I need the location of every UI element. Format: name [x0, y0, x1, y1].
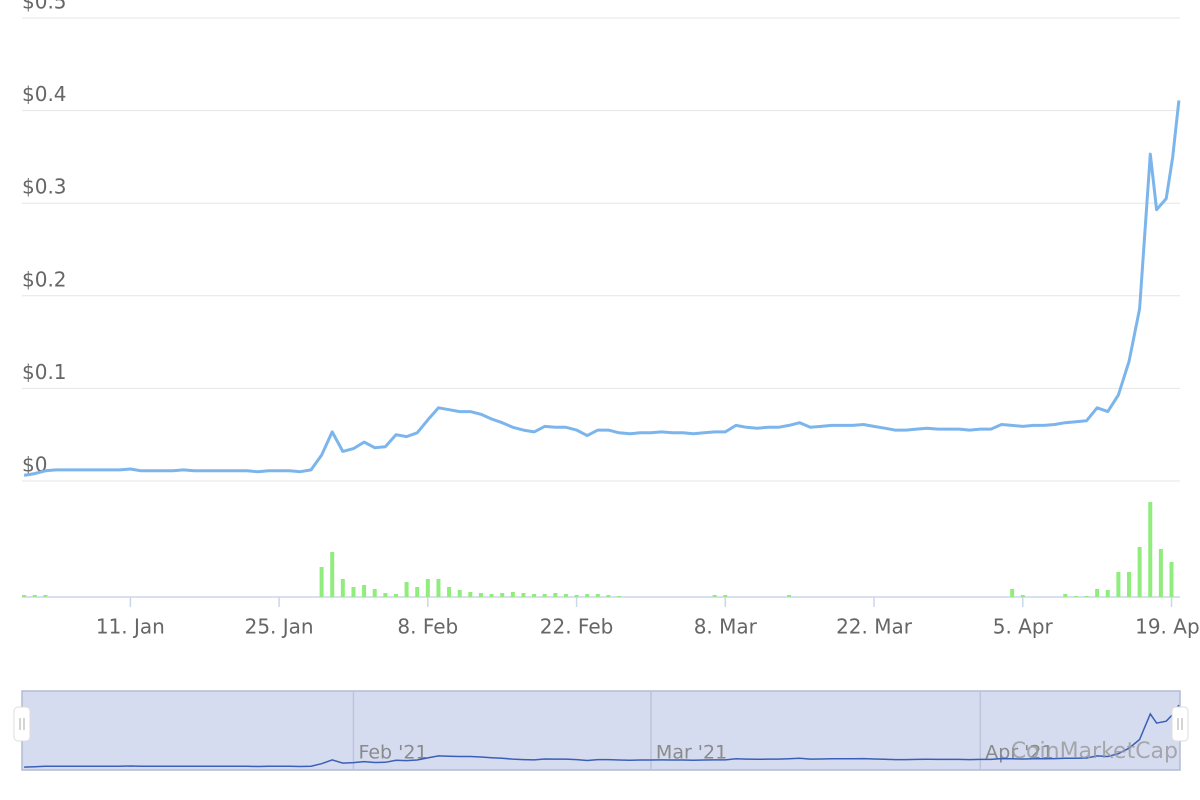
volume-bar	[563, 594, 568, 597]
navigator-line	[24, 704, 1180, 768]
navigator-window	[21, 690, 1181, 771]
volume-bar	[510, 592, 515, 597]
volume-bar	[404, 582, 409, 597]
y-tick-label: $0.3	[22, 175, 67, 199]
volume-bar	[478, 593, 483, 597]
volume-bar	[1010, 589, 1015, 597]
volume-bar	[468, 592, 473, 597]
volume-bar	[1095, 589, 1100, 597]
volume-bar	[1137, 547, 1142, 597]
volume-bar	[1073, 596, 1078, 597]
volume-bar	[362, 585, 367, 597]
volume-bar	[1169, 562, 1174, 597]
volume-bar	[383, 593, 388, 597]
volume-bar	[22, 595, 27, 597]
volume-bar	[436, 579, 441, 597]
volume-bar	[1063, 594, 1068, 597]
y-tick-label: $0.2	[22, 267, 67, 291]
x-tick-label: 19. Apr	[1135, 615, 1200, 639]
volume-bar	[1127, 572, 1132, 597]
navigator-label: Mar '21	[656, 742, 727, 764]
volume-bar	[574, 595, 579, 597]
volume-bar	[617, 596, 622, 597]
volume-bar	[32, 595, 37, 597]
navigator-handle	[1171, 706, 1189, 742]
volume-bar	[319, 567, 324, 597]
navigator-label: Feb '21	[358, 742, 427, 764]
volume-bar	[351, 587, 356, 597]
x-tick-label: 22. Mar	[836, 615, 913, 639]
volume-bar	[521, 593, 526, 597]
x-tick-label: 22. Feb	[540, 615, 614, 639]
volume-bar	[1116, 572, 1121, 597]
volume-bar	[723, 595, 728, 597]
volume-bar	[1020, 595, 1025, 597]
watermark: CoinMarketCap	[1011, 739, 1178, 764]
volume-bar	[553, 593, 558, 597]
volume-bar	[1105, 590, 1110, 597]
y-tick-label: $0.4	[22, 82, 67, 106]
y-tick-label: $0.1	[22, 360, 67, 384]
volume-bar	[372, 589, 377, 597]
volume-bar	[457, 590, 462, 597]
x-tick-label: 5. Apr	[993, 615, 1054, 639]
navigator-handle	[13, 706, 31, 742]
volume-bar	[415, 587, 420, 597]
x-tick-label: 8. Mar	[694, 615, 758, 639]
volume-bar	[43, 595, 48, 597]
x-tick-label: 11. Jan	[96, 615, 165, 639]
volume-bar	[1084, 596, 1089, 597]
volume-bar	[330, 552, 335, 597]
volume-bar	[1148, 502, 1153, 597]
x-tick-label: 25. Jan	[245, 615, 314, 639]
volume-bar	[712, 595, 717, 597]
volume-bar	[489, 594, 494, 597]
volume-bar	[585, 594, 590, 597]
volume-bar	[595, 594, 600, 597]
price-line	[23, 100, 1181, 477]
y-tick-label: $0.5	[22, 0, 67, 14]
volume-bar	[606, 595, 611, 597]
volume-bar	[787, 595, 792, 597]
volume-bar	[532, 594, 537, 597]
x-tick-label: 8. Feb	[397, 615, 458, 639]
volume-bar	[447, 587, 452, 597]
volume-bar	[340, 579, 345, 597]
volume-bar	[393, 594, 398, 597]
volume-bar	[542, 594, 547, 597]
volume-bar	[1158, 549, 1163, 597]
volume-bar	[425, 579, 430, 597]
volume-bar	[500, 593, 505, 597]
